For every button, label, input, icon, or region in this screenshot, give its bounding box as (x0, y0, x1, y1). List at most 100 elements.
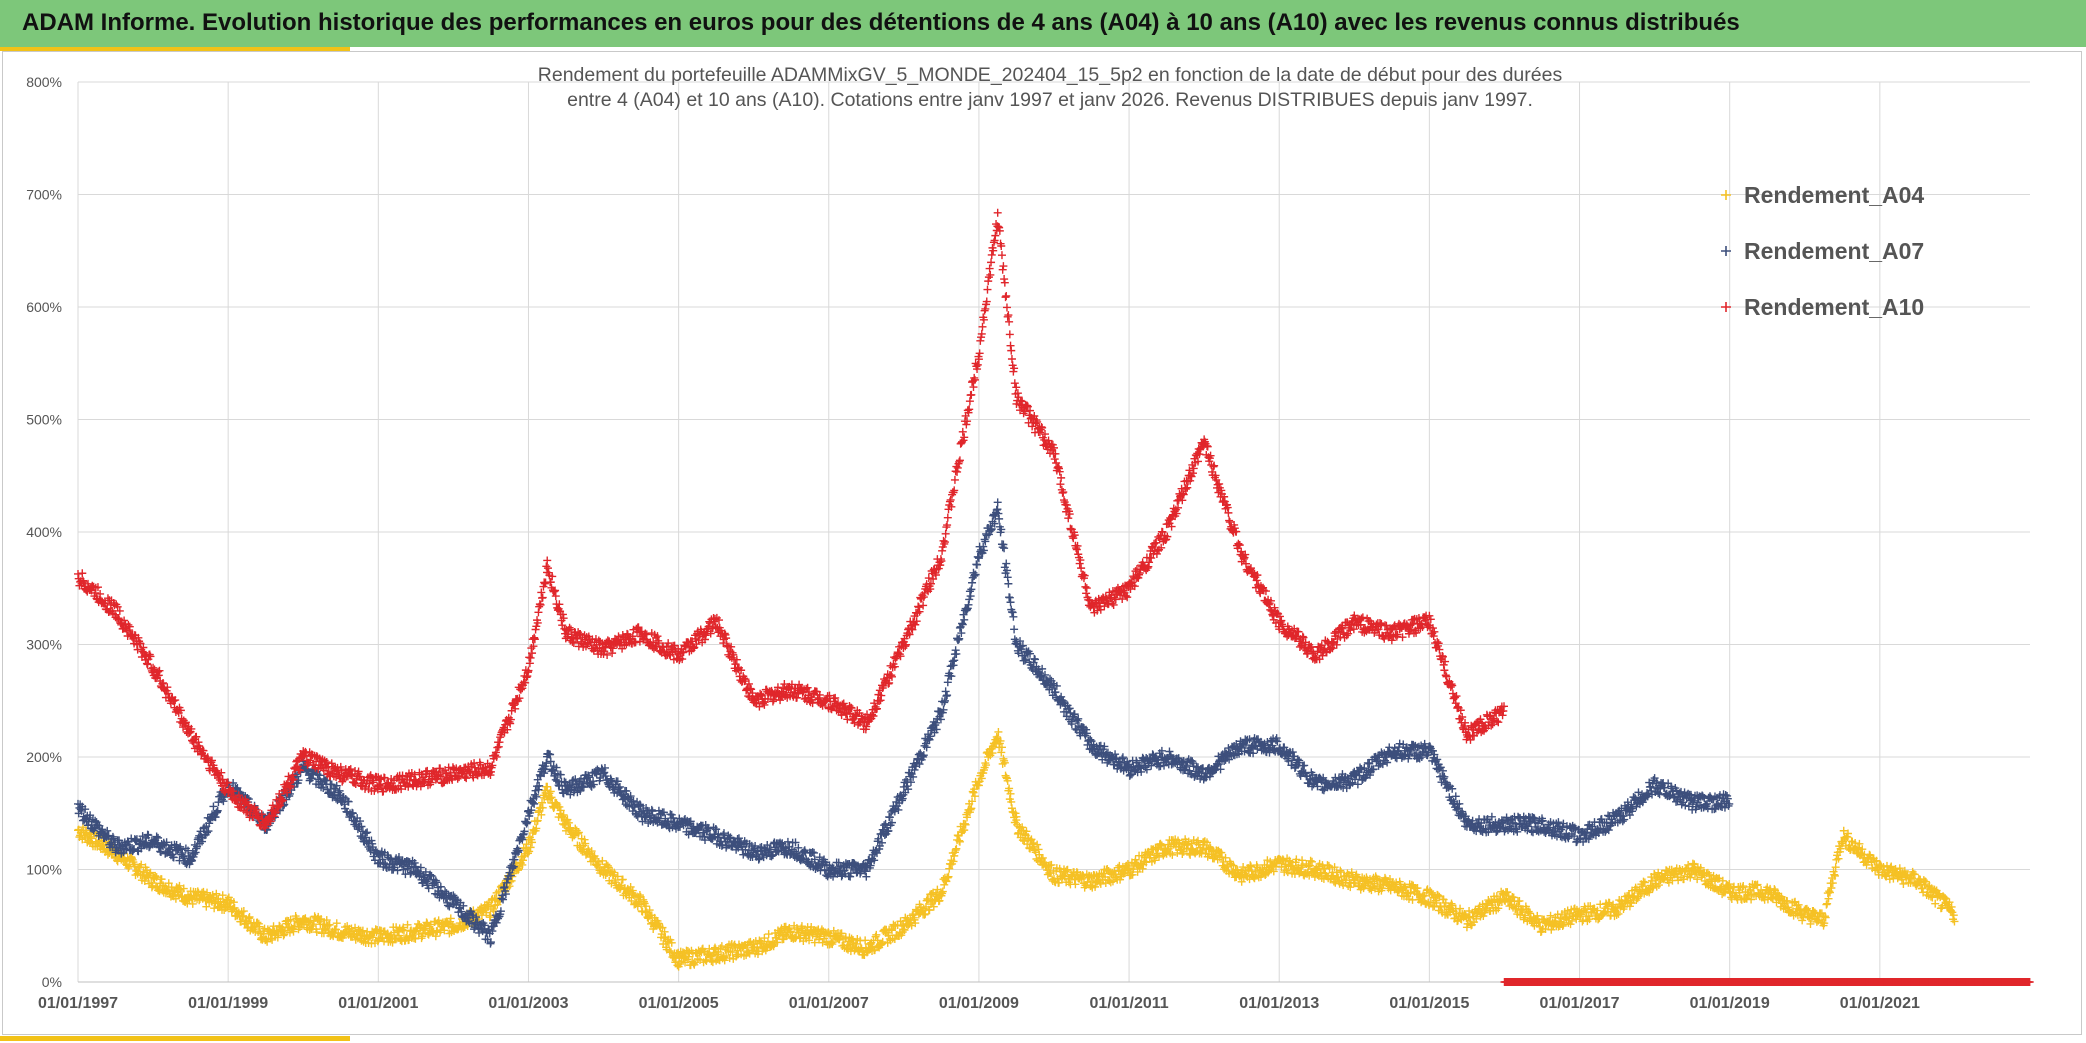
data-point (1010, 625, 1019, 634)
data-point (212, 889, 221, 898)
accent-bar-bottom (0, 1036, 350, 1041)
data-point (325, 920, 334, 929)
data-point (312, 928, 321, 937)
data-point (624, 887, 633, 896)
data-point (253, 918, 262, 927)
x-tick-label: 01/01/2009 (939, 995, 1019, 1012)
data-point (607, 879, 616, 888)
data-point (642, 902, 651, 911)
data-point (263, 937, 272, 946)
data-point (635, 891, 644, 900)
data-point (289, 927, 298, 936)
y-tick-label: 700% (26, 187, 62, 203)
data-point (286, 915, 295, 924)
data-point (547, 793, 556, 802)
data-point (519, 856, 528, 865)
data-point (1002, 559, 1011, 568)
data-point (564, 818, 573, 827)
y-tick-label: 100% (26, 862, 62, 878)
data-point (124, 864, 133, 873)
data-point (571, 824, 580, 833)
data-point (598, 856, 607, 865)
data-point (556, 806, 565, 815)
data-point (1006, 598, 1015, 607)
x-tick-label: 01/01/2011 (1089, 995, 1168, 1012)
data-point (538, 803, 547, 812)
data-point (152, 873, 161, 882)
data-point (532, 824, 541, 833)
data-point (543, 782, 552, 791)
data-point (179, 884, 188, 893)
data-point (628, 886, 637, 895)
grid-lines (77, 81, 2030, 983)
x-axis-ticks: 01/01/1997 01/01/1999 01/01/2001 01/01/2003… (38, 995, 1920, 1012)
data-point (1005, 593, 1014, 602)
data-point (639, 897, 648, 906)
data-point (1298, 856, 1307, 865)
data-point (641, 907, 650, 916)
data-point (580, 835, 589, 844)
data-point (446, 914, 455, 923)
x-tick-label: 01/01/2019 (1690, 995, 1770, 1012)
y-axis-ticks: 0%100%200%300%400%500%600%700%800% (26, 74, 62, 990)
data-point (229, 898, 238, 907)
data-point (941, 687, 950, 696)
y-tick-label: 800% (26, 74, 62, 90)
data-point (1009, 612, 1018, 621)
data-point (280, 930, 289, 939)
data-point (537, 810, 546, 819)
y-tick-label: 400% (26, 524, 62, 540)
data-point (422, 918, 431, 927)
data-point (137, 860, 146, 869)
x-tick-label: 01/01/2005 (639, 995, 719, 1012)
data-point (489, 907, 498, 916)
data-point (952, 844, 961, 853)
data-point (507, 876, 516, 885)
data-point (601, 870, 610, 879)
x-tick-label: 01/01/2017 (1539, 995, 1619, 1012)
data-point (409, 934, 418, 943)
data-point (266, 934, 275, 943)
data-point (1188, 757, 1197, 766)
title-banner: ADAM Informe. Evolution historique des p… (0, 0, 2086, 47)
data-point (639, 895, 648, 904)
y-tick-label: 200% (26, 749, 62, 765)
data-point (127, 854, 136, 863)
data-point (368, 933, 377, 942)
data-point (589, 853, 598, 862)
data-point (528, 838, 537, 847)
data-point (645, 906, 654, 915)
data-point (525, 847, 534, 856)
data-point (1007, 804, 1016, 813)
data-point (188, 899, 197, 908)
x-tick-label: 01/01/2021 (1840, 995, 1920, 1012)
data-point (545, 789, 554, 798)
data-point (113, 857, 122, 866)
data-point (239, 907, 248, 916)
data-point (273, 933, 282, 942)
data-point (967, 585, 976, 594)
data-point (403, 920, 412, 929)
data-point (1823, 899, 1832, 908)
data-point (86, 832, 95, 841)
data-point (202, 902, 211, 911)
data-point (130, 862, 139, 871)
data-point (485, 913, 494, 922)
data-point (351, 923, 360, 932)
data-point (1385, 743, 1394, 752)
data-point (440, 926, 449, 935)
data-point (394, 927, 403, 936)
page-title: ADAM Informe. Evolution historique des p… (22, 9, 1740, 36)
data-point (358, 926, 367, 935)
data-point (618, 875, 627, 884)
data-point (241, 916, 250, 925)
data-point (218, 891, 227, 900)
data-point (157, 875, 166, 884)
y-tick-label: 500% (26, 412, 62, 428)
data-point (177, 893, 186, 902)
data-point (526, 843, 535, 852)
data-point (279, 931, 288, 940)
data-point (566, 823, 575, 832)
data-point (459, 924, 468, 933)
data-point (559, 810, 568, 819)
